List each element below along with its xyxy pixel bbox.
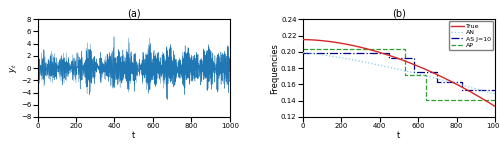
- AN: [300, 52, 306, 53]
- Y-axis label: Frequencies: Frequencies: [270, 43, 280, 94]
- AN: [310, 53, 316, 54]
- True: [451, 82, 457, 84]
- True: [310, 39, 316, 41]
- AN: [492, 93, 498, 95]
- AP: [402, 74, 407, 75]
- Line: AP: AP: [303, 49, 495, 100]
- X-axis label: t: t: [398, 131, 400, 140]
- AS J=10: [300, 53, 306, 54]
- AS J=10: [386, 57, 392, 59]
- Title: (a): (a): [127, 8, 140, 18]
- AS J=10: [460, 89, 466, 91]
- AP: [423, 99, 429, 101]
- Line: AS J=10: AS J=10: [303, 53, 495, 90]
- AS J=10: [412, 71, 418, 73]
- Line: AN: AN: [303, 53, 495, 94]
- Y-axis label: $y_t$: $y_t$: [8, 63, 20, 73]
- True: [393, 57, 399, 59]
- Legend: True, AN, AS J=10, AP: True, AN, AS J=10, AP: [449, 21, 493, 50]
- True: [486, 102, 492, 104]
- True: [492, 105, 498, 107]
- AS J=10: [460, 81, 466, 83]
- True: [300, 39, 306, 40]
- AN: [388, 67, 394, 69]
- AN: [486, 92, 492, 93]
- AP: [300, 48, 306, 50]
- AP: [423, 74, 429, 75]
- AS J=10: [434, 71, 440, 73]
- AS J=10: [412, 57, 418, 59]
- Title: (b): (b): [392, 8, 406, 18]
- AN: [486, 92, 492, 93]
- Line: True: True: [303, 40, 495, 106]
- True: [388, 55, 394, 57]
- AP: [492, 99, 498, 101]
- AN: [393, 68, 399, 70]
- AS J=10: [492, 89, 498, 91]
- AS J=10: [386, 53, 392, 54]
- AS J=10: [434, 81, 440, 83]
- X-axis label: t: t: [132, 131, 135, 140]
- AN: [451, 82, 457, 84]
- AP: [402, 48, 407, 50]
- True: [486, 102, 492, 104]
